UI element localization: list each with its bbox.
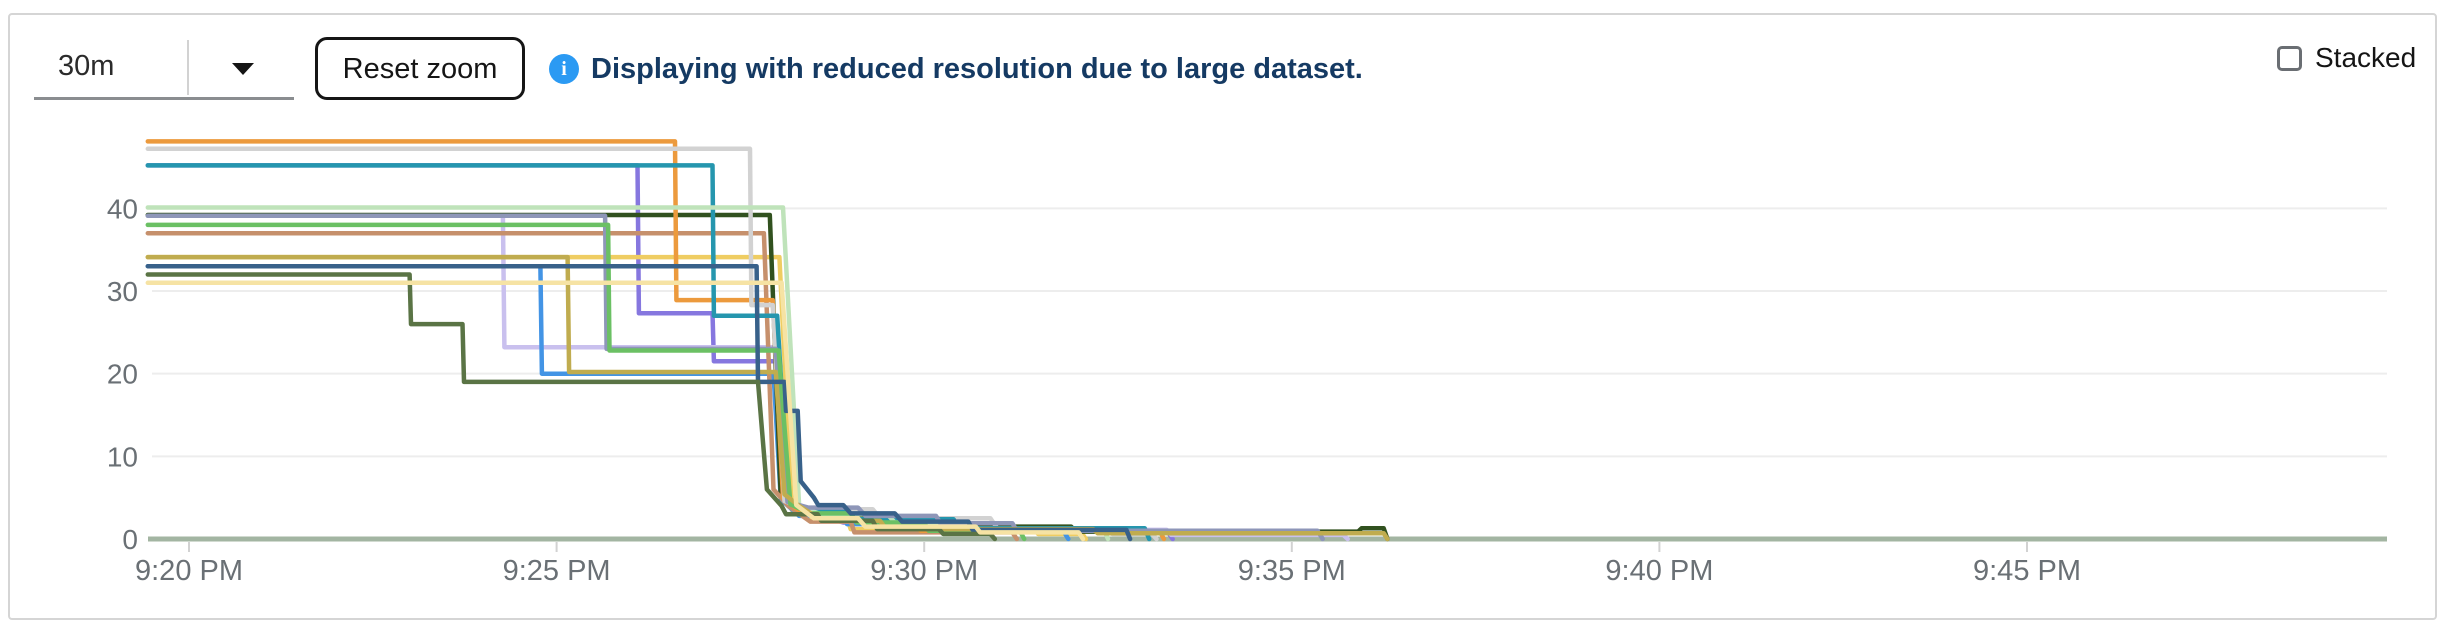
y-tick-label: 30	[107, 276, 138, 307]
x-tick-label: 9:25 PM	[503, 555, 611, 587]
info-icon: i	[549, 54, 579, 84]
x-tick-label: 9:35 PM	[1238, 555, 1346, 587]
time-range-value: 30m	[58, 50, 115, 82]
series-line-tan	[145, 230, 1020, 542]
y-tick-label: 20	[107, 359, 138, 390]
x-tick-label: 9:40 PM	[1605, 555, 1713, 587]
stacked-checkbox[interactable]	[2277, 45, 2302, 71]
x-tick-label: 9:20 PM	[135, 555, 243, 587]
y-tick-label: 10	[107, 441, 138, 472]
reduced-resolution-alert: i Displaying with reduced resolution due…	[549, 52, 1363, 85]
stacked-checkbox-label[interactable]: Stacked	[2315, 42, 2417, 73]
series-line-pale-yellow	[145, 280, 1086, 542]
x-tick-label: 9:45 PM	[1973, 555, 2081, 587]
y-tick-label: 40	[107, 193, 138, 224]
series-line-gold	[145, 254, 1089, 542]
y-tick-label: 0	[122, 524, 138, 555]
select-divider	[187, 40, 189, 95]
x-tick-label: 9:30 PM	[870, 555, 978, 587]
series-line-orange	[145, 139, 1167, 542]
series-line-dark-green	[145, 272, 998, 542]
reset-zoom-button[interactable]: Reset zoom	[315, 37, 525, 100]
chevron-down-icon[interactable]	[232, 63, 254, 75]
time-range-select[interactable]: 30m	[34, 35, 294, 100]
stacked-control: Stacked	[2277, 39, 2416, 77]
reduced-resolution-message: Displaying with reduced resolution due t…	[591, 52, 1363, 85]
